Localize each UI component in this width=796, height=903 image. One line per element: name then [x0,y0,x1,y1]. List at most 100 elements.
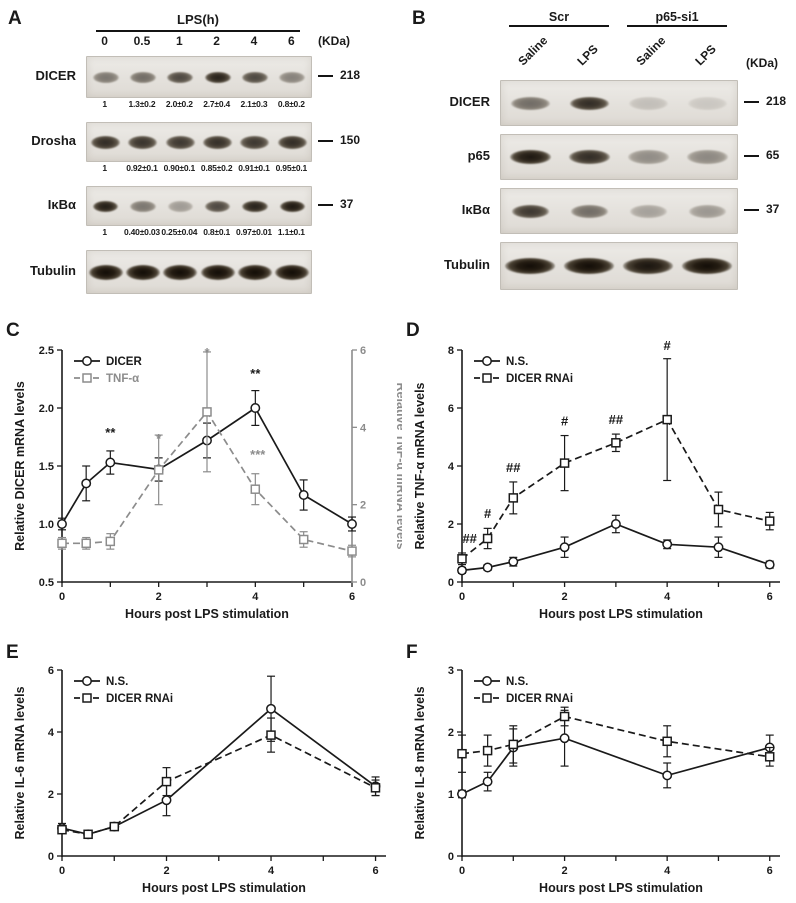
protein-label: p65 [467,148,490,163]
x-tick-label: 2 [156,591,162,603]
panel-f-label: F [406,642,418,663]
significance-mark: ## [506,460,521,475]
marker-kda: 37 [766,202,780,216]
quantification-value: 0.40±0.03 [123,227,160,237]
panel-e: E 0 2 4 6 0 2 4 6 Hours post LPS stimulation Rela… [4,638,404,902]
y2-tick-label: 0 [360,577,366,589]
panel-b-western-blot: B Scr p65-si1 Saline LPS Saline LPS (KDa) DICER… [412,8,796,310]
protein-band [279,200,305,212]
protein-band [242,200,268,212]
protein-band [688,96,727,110]
protein-band [568,150,611,164]
quantification-value: 1 [102,227,107,237]
protein-band [91,135,121,149]
x-tick-label: 4 [664,591,671,603]
quantification-value: 0.8±0.2 [277,99,305,109]
marker-dash [318,140,333,142]
blot-film [500,242,738,290]
protein-band [279,71,306,83]
y-axis-label: Relative IL-8 mRNA levels [413,686,427,839]
protein-band [688,204,727,218]
marker-kda: 150 [340,133,361,147]
panel-d: D 0 2 4 6 0 2 4 6 8 Hours post LPS stimulation Rel… [404,316,796,636]
y-tick-label: 2 [48,789,54,801]
x-tick-label: 0 [59,865,65,877]
y-axis-label: Relative IL-6 mRNA levels [13,686,27,839]
protein-band [167,200,193,212]
lps-treatment-header: LPS(h) [177,12,219,27]
marker-dash [744,101,759,103]
quantification-value: 0.92±0.1 [126,163,158,173]
lane-label: LPS [691,41,719,69]
group-header: p65-si1 [627,10,727,27]
protein-band [505,258,556,274]
x-tick-label: 6 [767,865,773,877]
y-tick-label: 0 [448,577,454,589]
y-tick-label: 1.0 [39,519,54,531]
legend-label: DICER RNAi [506,373,573,385]
blot-film [86,122,312,162]
marker-kda: 65 [766,148,780,162]
y-tick-label: 0.5 [39,577,54,589]
marker-dash [318,75,333,77]
panel-a-western-blot: A LPS(h) 0 0.5 1 2 4 6 (KDa) DICER 218 1 1.3±0.2 2.0… [8,8,408,310]
x-axis-label: Hours post LPS stimulation [142,881,306,895]
panel-c: C 0 2 4 6 0.5 1.0 1.5 2.0 2.5 Hours post LPS stim… [4,316,404,636]
y-tick-label: 4 [48,727,55,739]
panel-f: F 0 2 4 6 0 1 2 3 Hours post LPS stimulation Rela… [404,638,796,902]
protein-label: Drosha [31,133,76,148]
protein-band [129,71,156,83]
protein-label: DICER [35,68,76,83]
significance-mark: # [484,506,492,521]
protein-band [627,150,670,164]
significance-mark: * [204,345,210,360]
lane-label: 4 [250,34,258,48]
x-tick-label: 0 [459,865,465,877]
panel-b-label: B [412,8,426,29]
quantification-value: 0.25±0.04 [161,227,198,237]
y-tick-label: 0 [448,851,454,863]
x-axis-label: Hours post LPS stimulation [539,881,703,895]
y-tick-label: 1.5 [39,461,54,473]
protein-band [629,204,668,218]
quantification-value: 2.0±0.2 [165,99,193,109]
quantification-value: 0.90±0.1 [163,163,196,173]
marker-kda: 218 [340,68,361,82]
protein-band [570,204,609,218]
marker-kda: 218 [766,94,787,108]
il6-mrna-line-chart: 0 2 4 6 0 2 4 6 Hours post LPS stimulation Relati… [13,665,386,895]
protein-band [241,71,268,83]
series-dicer-rnai [457,358,775,566]
significance-mark: # [664,338,672,353]
blot-film [86,186,312,226]
lps-header-underline [96,30,300,32]
lane-label: 6 [287,34,295,48]
protein-band [509,150,552,164]
blot-film [500,134,738,180]
protein-band [125,264,161,280]
y-tick-label: 0 [48,851,54,863]
x-tick-label: 0 [459,591,465,603]
protein-band [200,264,235,280]
x-tick-label: 4 [664,865,671,877]
marker-dash [744,155,759,157]
lane-label: LPS [573,41,601,69]
protein-band [277,135,307,149]
axes: 0 2 4 6 0 2 4 6 8 Hours post LPS stimulation Relat… [413,345,780,621]
panel-c-label: C [6,320,20,341]
x-axis-label: Hours post LPS stimulation [539,607,703,621]
protein-band [167,71,194,83]
legend: N.S. DICER RNAi [474,676,573,705]
series-tnf- [57,351,357,558]
y-tick-label: 8 [448,345,454,357]
quantification-value: 0.8±0.1 [203,227,231,237]
legend-label: DICER RNAi [106,693,173,705]
kda-label: (KDa) [318,34,350,48]
quantification-value: 2.1±0.3 [240,99,268,109]
legend-label: TNF-α [106,373,139,385]
significance-mark: * [156,431,162,446]
protein-band [204,71,231,83]
legend-label: N.S. [106,676,128,688]
quantification-value: 1.1±0.1 [277,227,305,237]
